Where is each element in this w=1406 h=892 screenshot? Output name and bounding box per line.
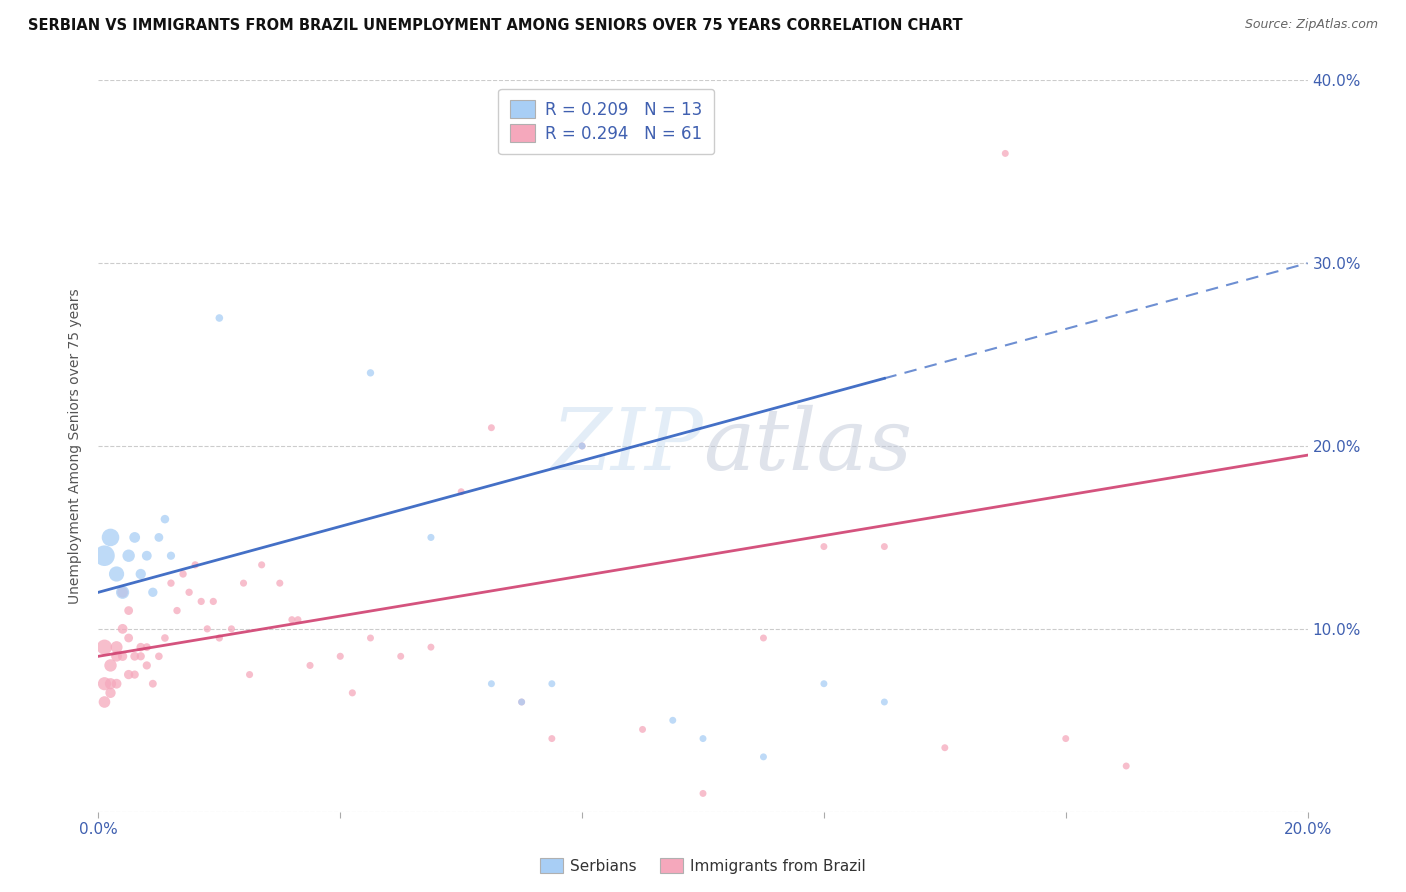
Point: [105, 640, 128, 655]
Point: [287, 613, 309, 627]
Point: [129, 649, 152, 664]
Point: [813, 540, 835, 554]
Text: atlas: atlas: [703, 405, 912, 487]
Point: [329, 649, 352, 664]
Point: [93, 676, 115, 690]
Legend: R = 0.209   N = 13, R = 0.294   N = 61: R = 0.209 N = 13, R = 0.294 N = 61: [499, 88, 714, 154]
Point: [342, 686, 364, 700]
Point: [184, 558, 207, 572]
Point: [873, 540, 896, 554]
Point: [93, 640, 115, 655]
Point: [166, 603, 188, 617]
Point: [190, 594, 212, 608]
Point: [93, 695, 115, 709]
Point: [571, 439, 593, 453]
Point: [135, 549, 157, 563]
Point: [208, 310, 231, 325]
Point: [100, 686, 122, 700]
Point: [100, 530, 122, 544]
Point: [420, 640, 443, 655]
Point: [160, 576, 183, 591]
Point: [360, 631, 382, 645]
Point: [692, 731, 714, 746]
Point: [510, 695, 533, 709]
Point: [100, 658, 122, 673]
Point: [752, 631, 775, 645]
Text: ZIP: ZIP: [551, 405, 703, 487]
Point: [111, 585, 134, 599]
Point: [111, 622, 134, 636]
Point: [208, 631, 231, 645]
Point: [124, 667, 146, 681]
Point: [510, 695, 533, 709]
Point: [118, 667, 141, 681]
Point: [153, 512, 176, 526]
Point: [752, 749, 775, 764]
Point: [540, 676, 562, 690]
Point: [692, 787, 714, 801]
Point: [420, 530, 443, 544]
Point: [994, 146, 1017, 161]
Point: [118, 603, 141, 617]
Point: [129, 567, 152, 582]
Point: [389, 649, 412, 664]
Point: [540, 731, 562, 746]
Point: [873, 695, 896, 709]
Point: [118, 631, 141, 645]
Point: [135, 658, 157, 673]
Point: [360, 366, 382, 380]
Point: [661, 714, 683, 728]
Point: [631, 723, 654, 737]
Point: [269, 576, 291, 591]
Point: [481, 421, 503, 435]
Point: [105, 649, 128, 664]
Point: [148, 649, 170, 664]
Point: [124, 649, 146, 664]
Legend: Serbians, Immigrants from Brazil: Serbians, Immigrants from Brazil: [534, 852, 872, 880]
Text: SERBIAN VS IMMIGRANTS FROM BRAZIL UNEMPLOYMENT AMONG SENIORS OVER 75 YEARS CORRE: SERBIAN VS IMMIGRANTS FROM BRAZIL UNEMPL…: [28, 18, 963, 33]
Point: [179, 585, 201, 599]
Text: Source: ZipAtlas.com: Source: ZipAtlas.com: [1244, 18, 1378, 31]
Point: [232, 576, 254, 591]
Point: [160, 549, 183, 563]
Point: [281, 613, 304, 627]
Point: [124, 530, 146, 544]
Point: [1115, 759, 1137, 773]
Point: [111, 585, 134, 599]
Point: [111, 649, 134, 664]
Point: [239, 667, 262, 681]
Point: [142, 676, 165, 690]
Point: [105, 567, 128, 582]
Point: [93, 549, 115, 563]
Point: [450, 484, 472, 499]
Point: [221, 622, 243, 636]
Point: [202, 594, 225, 608]
Point: [172, 567, 194, 582]
Point: [153, 631, 176, 645]
Point: [129, 640, 152, 655]
Point: [1054, 731, 1077, 746]
Point: [250, 558, 273, 572]
Y-axis label: Unemployment Among Seniors over 75 years: Unemployment Among Seniors over 75 years: [69, 288, 83, 604]
Point: [100, 676, 122, 690]
Point: [105, 676, 128, 690]
Point: [135, 640, 157, 655]
Point: [571, 439, 593, 453]
Point: [934, 740, 956, 755]
Point: [481, 676, 503, 690]
Point: [195, 622, 218, 636]
Point: [118, 549, 141, 563]
Point: [813, 676, 835, 690]
Point: [142, 585, 165, 599]
Point: [148, 530, 170, 544]
Point: [299, 658, 322, 673]
